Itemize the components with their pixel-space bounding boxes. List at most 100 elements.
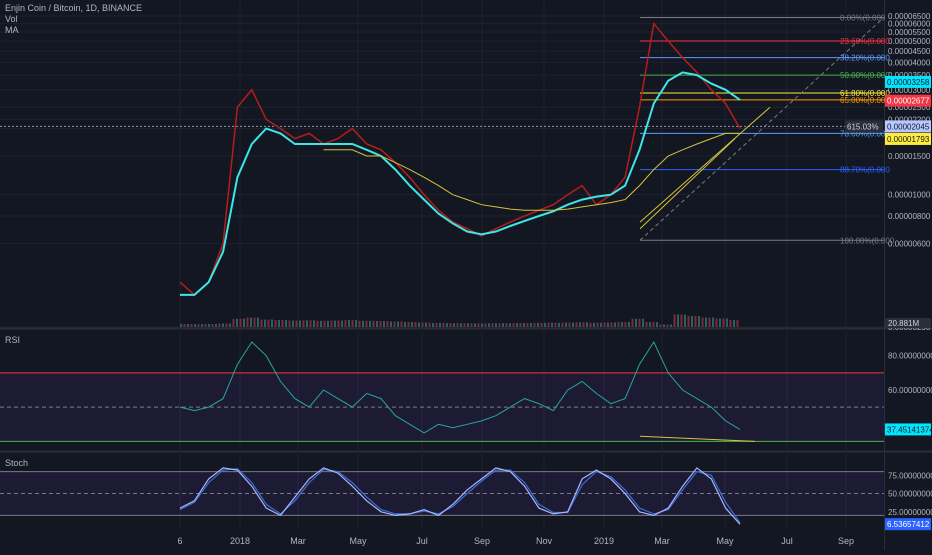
price-axis-label: 0.00003000: [888, 86, 931, 95]
volume-bar: [225, 323, 228, 327]
series-line-ma_slow: [323, 132, 740, 211]
volume-bar: [705, 317, 707, 327]
price-axis-label: 0.00004500: [888, 47, 931, 56]
volume-bar: [288, 320, 291, 327]
volume-bar: [425, 322, 427, 327]
ma-indicator-label[interactable]: MA: [5, 25, 19, 35]
fib-level-label: 61.80%(0.000: [840, 89, 890, 98]
volume-badge: [885, 318, 931, 328]
volume-bar: [733, 320, 735, 327]
volume-bar: [656, 322, 658, 327]
volume-bar: [281, 320, 284, 327]
rsi-value-label: 37.45141374: [887, 425, 932, 434]
volume-bar: [362, 320, 364, 327]
volume-bar: [575, 322, 578, 327]
symbol-title[interactable]: Enjin Coin / Bitcoin, 1D, BINANCE: [5, 3, 143, 13]
volume-bar: [299, 320, 301, 327]
volume-bar: [600, 322, 602, 327]
price-axis-label: 0.00000800: [888, 212, 931, 221]
volume-bar: [358, 320, 361, 327]
time-axis-label: May: [716, 536, 734, 546]
volume-bar: [694, 316, 697, 327]
volume-bar: [624, 322, 627, 327]
volume-bar: [729, 320, 732, 327]
volume-bar: [684, 314, 686, 327]
volume-bar: [428, 322, 431, 327]
volume-bar: [645, 322, 648, 327]
volume-bar: [495, 323, 497, 327]
volume-bar: [460, 323, 462, 327]
time-axis-label: Mar: [654, 536, 670, 546]
volume-bar: [456, 323, 459, 327]
volume-bar: [698, 316, 700, 327]
volume-bar: [638, 318, 641, 327]
volume-bar: [628, 322, 630, 327]
volume-bar: [337, 320, 340, 327]
volume-bar: [726, 318, 728, 327]
volume-bar: [316, 320, 319, 327]
volume-bar: [393, 321, 396, 327]
volume-bar: [442, 322, 445, 327]
stoch-pane-title[interactable]: Stoch: [5, 458, 29, 468]
volume-bar: [505, 323, 508, 327]
volume-bar: [197, 324, 200, 327]
stoch-value-label: 6.53657412: [887, 520, 930, 529]
volume-bar: [551, 322, 553, 327]
fib-level-label: 38.20%(0.000: [840, 54, 890, 63]
volume-bar: [610, 322, 613, 327]
volume-indicator-label[interactable]: Vol: [5, 14, 18, 24]
volume-bar: [659, 324, 662, 327]
volume-bar: [260, 319, 263, 327]
price-axis-label: 0.00006500: [888, 12, 931, 21]
volume-bar: [502, 323, 504, 327]
volume-bar: [246, 317, 249, 327]
volume-bar: [215, 324, 217, 327]
volume-bar: [680, 314, 683, 327]
fib-level-label: 88.70%(0.000: [840, 166, 890, 175]
volume-bar: [712, 317, 714, 327]
volume-bar: [719, 318, 721, 327]
volume-bar: [201, 324, 203, 327]
time-axis-label: May: [349, 536, 367, 546]
stoch-value-badge: [885, 518, 931, 531]
volume-bar: [509, 323, 511, 327]
rsi-axis-label: 80.00000000: [888, 352, 932, 361]
rsi-line: [179, 340, 741, 434]
volume-bar: [554, 322, 557, 327]
volume-bar: [470, 323, 473, 327]
volume-bar: [295, 320, 298, 327]
percent-badge-label: 615.03%: [847, 122, 879, 131]
price-axis-label: 0.00004000: [888, 58, 931, 67]
price-badge: [885, 75, 931, 88]
volume-bar: [519, 323, 522, 327]
volume-bar: [722, 318, 725, 327]
chart-legend: Enjin Coin / Bitcoin, 1D, BINANCE Vol MA: [5, 3, 142, 36]
volume-bar: [736, 320, 739, 327]
price-axis-label: 0.00005500: [888, 28, 931, 37]
volume-bar: [463, 323, 466, 327]
volume-bar: [687, 316, 690, 327]
rsi-divergence-line: [639, 435, 756, 442]
price-axis-label: 0.00005000: [888, 37, 931, 46]
stoch-axis-label: 25.00000000: [888, 508, 932, 517]
volume-bar: [649, 322, 651, 327]
volume-bar: [348, 320, 350, 327]
time-axis-label: 2019: [594, 536, 614, 546]
volume-bar: [432, 322, 434, 327]
volume-bar: [285, 320, 287, 327]
volume-bar: [453, 323, 455, 327]
volume-bar: [561, 322, 564, 327]
stoch-d-line: [179, 468, 741, 524]
stoch-axis-label: 50.00000000: [888, 490, 932, 499]
volume-bar: [229, 323, 231, 327]
time-axis-label: Sep: [838, 536, 854, 546]
volume-bar: [253, 317, 256, 327]
volume-bar: [582, 322, 585, 327]
volume-bar: [670, 324, 672, 327]
rsi-pane-title[interactable]: RSI: [5, 335, 21, 345]
volume-bar: [449, 323, 452, 327]
volume-bar: [183, 324, 186, 327]
stoch-k-line: [179, 467, 741, 525]
